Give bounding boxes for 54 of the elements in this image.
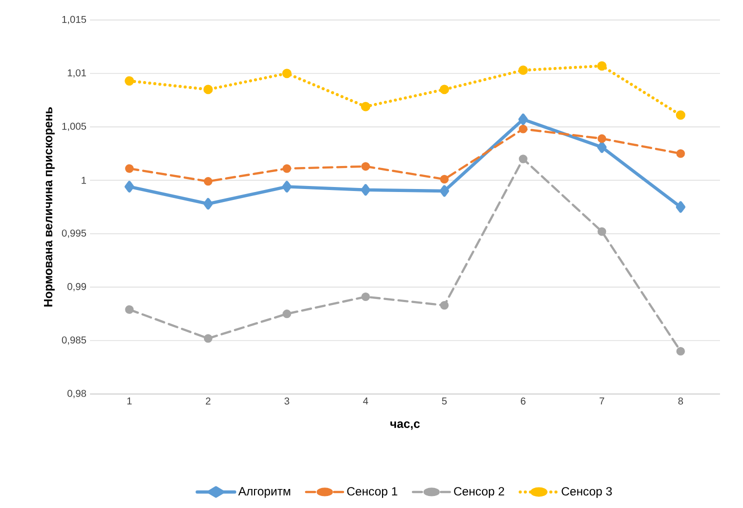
point [360, 102, 370, 112]
point [282, 68, 292, 78]
x-tick-label: 8 [678, 398, 683, 405]
point [676, 346, 685, 356]
x-tick-label: 1 [127, 398, 132, 404]
point [518, 154, 528, 164]
point [282, 310, 292, 318]
point [440, 84, 450, 94]
point [518, 124, 528, 134]
point [125, 164, 134, 173]
point [203, 84, 213, 94]
point [203, 198, 213, 210]
x-tick-label: 2 [206, 398, 210, 404]
point [598, 227, 606, 236]
point [676, 110, 686, 120]
point [518, 114, 528, 126]
x-tick-label: 7 [600, 398, 604, 404]
point [676, 201, 686, 213]
y-axis-title: Нормована величина прискорень [44, 107, 55, 306]
legend-label: Алгоритм [238, 487, 290, 498]
point [440, 185, 450, 197]
point [360, 184, 370, 196]
point [518, 66, 528, 75]
point [597, 61, 607, 71]
y-tick-label: 1,015 [62, 16, 86, 24]
point [440, 174, 449, 184]
legend-label: Сенсор 3 [562, 487, 612, 498]
legend-label: Сенсор 2 [454, 487, 504, 498]
point [204, 334, 212, 343]
point [676, 149, 685, 158]
y-tick-label: 0,99 [67, 283, 86, 292]
y-tick-label: 0,985 [62, 336, 86, 345]
x-axis-title: час,с [390, 421, 420, 430]
x-tick-label: 4 [363, 398, 368, 404]
point [204, 177, 212, 186]
x-tick-label: 3 [284, 398, 290, 405]
point [598, 134, 606, 143]
point [597, 141, 607, 153]
legend-label: Сенсор 1 [347, 487, 398, 498]
point [361, 162, 370, 171]
point [125, 305, 134, 314]
y-tick-label: 1 [82, 176, 86, 184]
point [124, 76, 134, 86]
x-tick-label: 6 [520, 398, 526, 405]
y-tick-label: 0,98 [67, 390, 86, 398]
y-tick-label: 1,01 [68, 69, 86, 78]
x-tick-label: 5 [442, 398, 447, 404]
y-tick-label: 1,005 [62, 122, 86, 131]
point [282, 164, 292, 173]
point [361, 292, 370, 302]
point [440, 301, 449, 310]
point [124, 180, 134, 192]
y-tick-label: 0,995 [62, 230, 86, 238]
point [282, 180, 292, 192]
